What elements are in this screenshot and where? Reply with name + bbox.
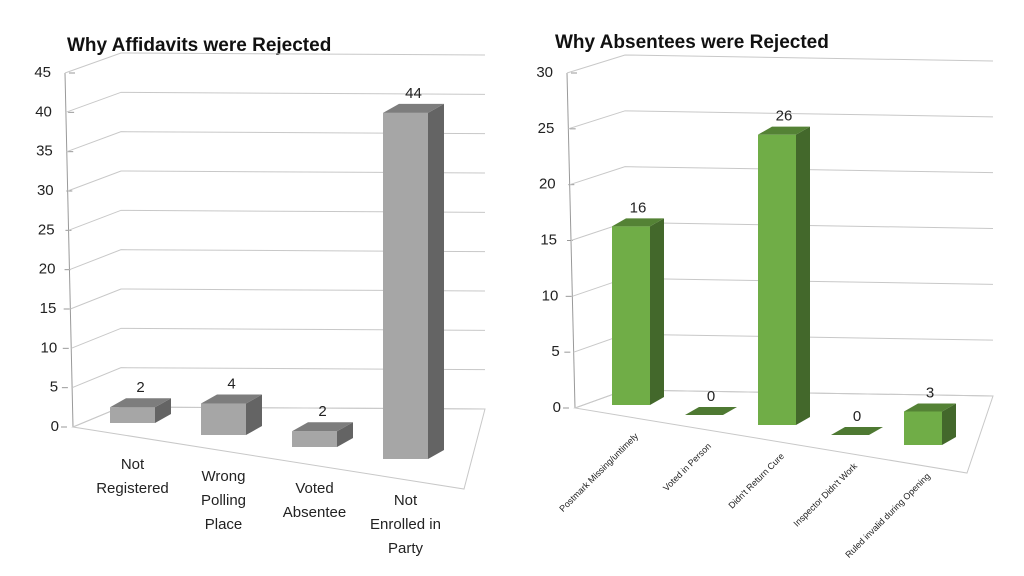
data-label: 2: [318, 403, 326, 420]
bar-top: [904, 403, 956, 412]
y-tick-label: 15: [40, 300, 57, 317]
data-label: 2: [136, 379, 144, 396]
x-tick-label: Inspector Didn't Work: [791, 461, 859, 529]
y-tick-label: 0: [553, 399, 561, 416]
grid-line: [64, 52, 486, 74]
y-tick-label: 0: [51, 418, 59, 435]
bar-side: [337, 422, 353, 447]
bar-top: [612, 218, 664, 227]
bar-front: [612, 226, 650, 405]
chart-title: Why Absentees were Rejected: [555, 32, 829, 53]
grid-line: [69, 249, 486, 271]
x-tick-label: Not Registered: [96, 456, 169, 497]
data-label: 0: [707, 388, 715, 405]
y-tick-label: 25: [538, 120, 555, 137]
y-tick-label: 30: [37, 182, 54, 199]
grid-line: [70, 288, 486, 310]
bar-top: [685, 407, 737, 415]
bar-top: [110, 398, 171, 408]
y-tick-label: 5: [551, 343, 559, 360]
grid-line: [68, 209, 486, 231]
x-tick-label: Postmark Missing/untimely: [557, 431, 640, 514]
grid-line: [67, 170, 486, 192]
grid-line: [71, 327, 486, 349]
bar-side: [942, 403, 956, 445]
bar: [904, 403, 956, 445]
y-tick-label: 10: [542, 287, 559, 304]
bar-front: [758, 134, 796, 425]
bar-side: [650, 218, 664, 405]
bar-side: [155, 398, 171, 423]
bar-top: [201, 394, 262, 404]
y-tick-label: 15: [540, 231, 557, 248]
floor: [573, 389, 994, 474]
bar-top: [758, 126, 810, 135]
grid-line: [569, 166, 994, 186]
y-tick-label: 40: [35, 103, 52, 120]
grid-line: [65, 91, 486, 113]
data-label: 44: [405, 85, 422, 102]
bar-top: [383, 103, 444, 113]
bar: [758, 126, 810, 426]
y-tick-label: 30: [536, 64, 553, 81]
y-tick-label: 25: [38, 221, 55, 238]
x-tick-label: Didn't Return Cure: [727, 451, 787, 511]
bar: [110, 398, 171, 423]
y-tick-label: 10: [41, 339, 58, 356]
grid-line: [66, 131, 486, 153]
bar-top: [292, 422, 353, 432]
grid-line: [71, 367, 486, 389]
bar-front: [904, 411, 942, 445]
bar: [612, 218, 664, 405]
bar-side: [796, 126, 810, 426]
y-tick-label: 5: [50, 379, 58, 396]
x-tick-label: Voted Absentee: [283, 480, 346, 521]
bar: [201, 394, 262, 435]
data-label: 4: [227, 376, 235, 393]
x-tick-label: Ruled invalid during Opening: [843, 471, 932, 560]
bar: [685, 407, 737, 415]
y-tick-label: 45: [34, 64, 51, 81]
bar-front: [110, 407, 155, 423]
y-tick-label: 20: [539, 176, 556, 193]
floor: [71, 406, 486, 490]
x-tick-label: Voted in Person: [661, 441, 713, 493]
bar: [831, 427, 883, 435]
grid-line: [566, 54, 994, 74]
grid-line: [568, 110, 994, 130]
data-label: 26: [776, 108, 793, 125]
bar-top: [831, 427, 883, 435]
y-axis: [64, 72, 74, 428]
bar-front: [383, 112, 428, 459]
data-label: 16: [630, 199, 647, 216]
bar-front: [201, 403, 246, 435]
x-tick-label: Wrong Polling Place: [201, 468, 246, 533]
bar-side: [246, 394, 262, 435]
data-label: 0: [853, 408, 861, 425]
y-tick-label: 20: [39, 261, 56, 278]
y-tick-label: 35: [36, 143, 53, 160]
x-tick-label: Not Enrolled in Party: [370, 492, 441, 557]
chart-title: Why Affidavits were Rejected: [67, 35, 331, 56]
bar-side: [428, 103, 444, 459]
bar: [292, 422, 353, 447]
bar-front: [292, 431, 337, 447]
data-label: 3: [926, 384, 934, 401]
bar: [383, 103, 444, 459]
